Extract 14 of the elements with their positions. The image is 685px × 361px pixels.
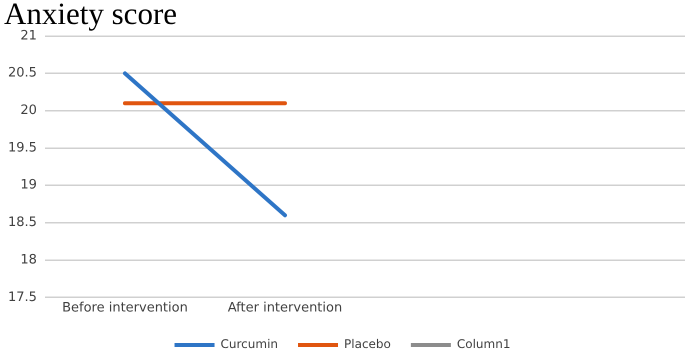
legend-label: Curcumin [220,337,278,352]
y-tick-label: 19.5 [8,140,37,156]
y-tick-label: 17.5 [8,290,37,305]
y-tick-label: 20 [20,103,37,118]
chart-title: Anxiety score [4,0,178,31]
legend-label: Placebo [344,337,391,352]
x-tick-label: After intervention [228,300,342,316]
y-tick-label: 21 [20,28,37,44]
legend-label: Column1 [456,337,510,352]
y-tick-label: 18 [20,252,37,268]
y-tick-label: 18.5 [8,215,37,230]
y-tick-label: 19 [20,178,37,193]
y-tick-label: 20.5 [8,66,37,81]
x-tick-label: Before intervention [62,300,188,316]
